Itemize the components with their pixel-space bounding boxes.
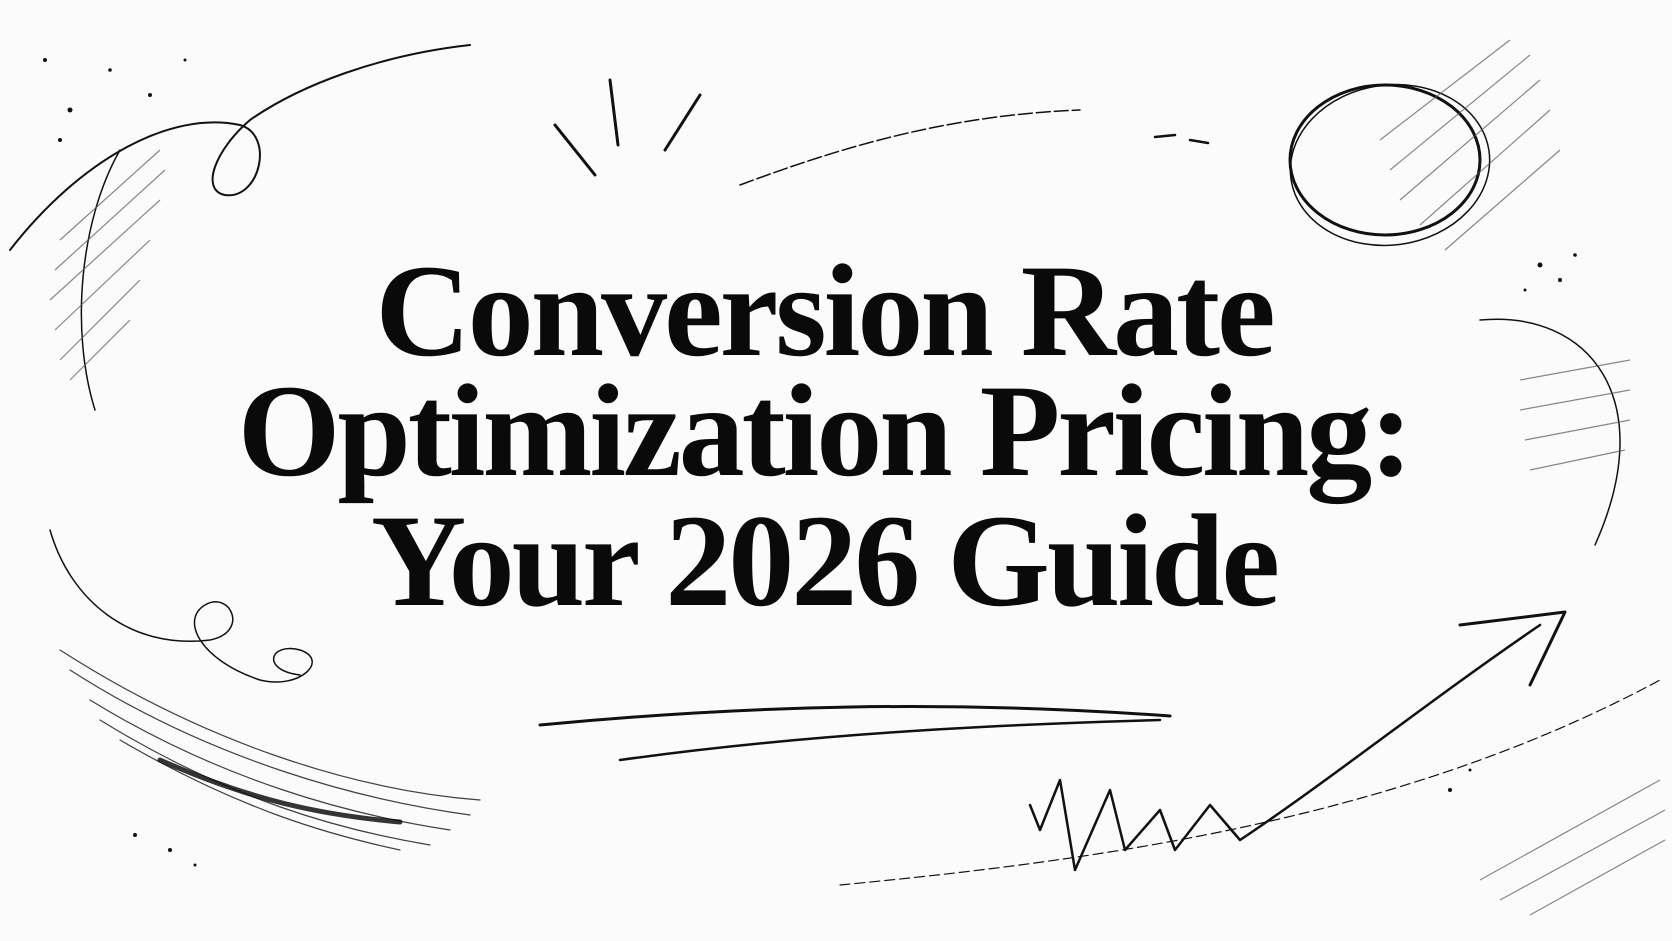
- dashed-curve: [739, 109, 1081, 186]
- underline: [618, 718, 1162, 762]
- hatching: [1379, 39, 1561, 251]
- title: Conversion Rate Optimization Pricing: Yo…: [238, 237, 1414, 634]
- scribble: [59, 649, 481, 851]
- scribble: [157, 757, 403, 825]
- hatching: [1519, 359, 1631, 471]
- underline: [538, 705, 1172, 727]
- arrow-head: [1458, 610, 1567, 687]
- trend-arrow: [1028, 623, 1542, 872]
- title-line: Optimization Pricing:: [238, 357, 1411, 504]
- speckles: [43, 58, 1577, 867]
- title-line: Conversion Rate: [375, 237, 1273, 384]
- swoosh: [9, 44, 471, 251]
- dash: [1153, 133, 1210, 145]
- circle: [1289, 83, 1491, 247]
- dashed-curve: [839, 679, 1661, 886]
- swoosh: [80, 149, 121, 411]
- burst: [553, 78, 702, 177]
- loops: [49, 529, 313, 683]
- hatching: [1479, 779, 1666, 916]
- hatching: [49, 149, 166, 381]
- arc: [1479, 318, 1621, 546]
- title-line: Your 2026 Guide: [371, 487, 1277, 634]
- decorations: [9, 39, 1666, 916]
